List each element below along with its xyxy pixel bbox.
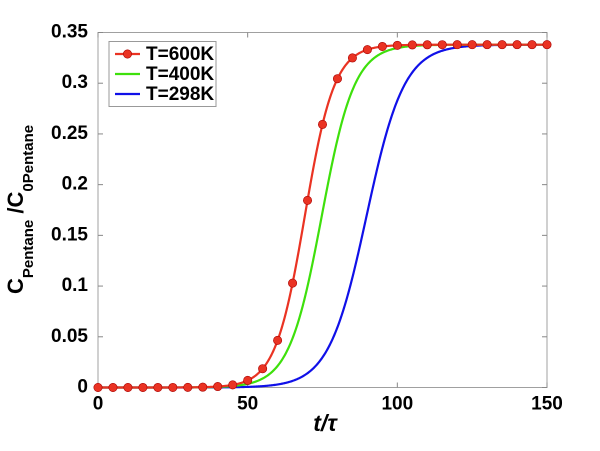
svg-text:t/τ: t/τ bbox=[313, 410, 338, 436]
svg-text:T=298K: T=298K bbox=[146, 84, 214, 105]
svg-text:0.15: 0.15 bbox=[51, 224, 88, 245]
svg-text:0.35: 0.35 bbox=[51, 22, 88, 43]
svg-text:0.1: 0.1 bbox=[62, 275, 89, 296]
svg-text:50: 50 bbox=[237, 394, 258, 415]
svg-text:0.25: 0.25 bbox=[51, 123, 88, 144]
svg-text:T=600K: T=600K bbox=[146, 44, 214, 65]
svg-text:0.3: 0.3 bbox=[62, 72, 88, 93]
svg-text:0: 0 bbox=[77, 377, 88, 398]
svg-text:100: 100 bbox=[381, 394, 413, 415]
svg-text:0.05: 0.05 bbox=[51, 326, 88, 347]
svg-text:0: 0 bbox=[93, 394, 104, 415]
svg-text:0.2: 0.2 bbox=[62, 174, 88, 195]
svg-text:150: 150 bbox=[531, 394, 563, 415]
svg-text:T=400K: T=400K bbox=[146, 64, 214, 85]
